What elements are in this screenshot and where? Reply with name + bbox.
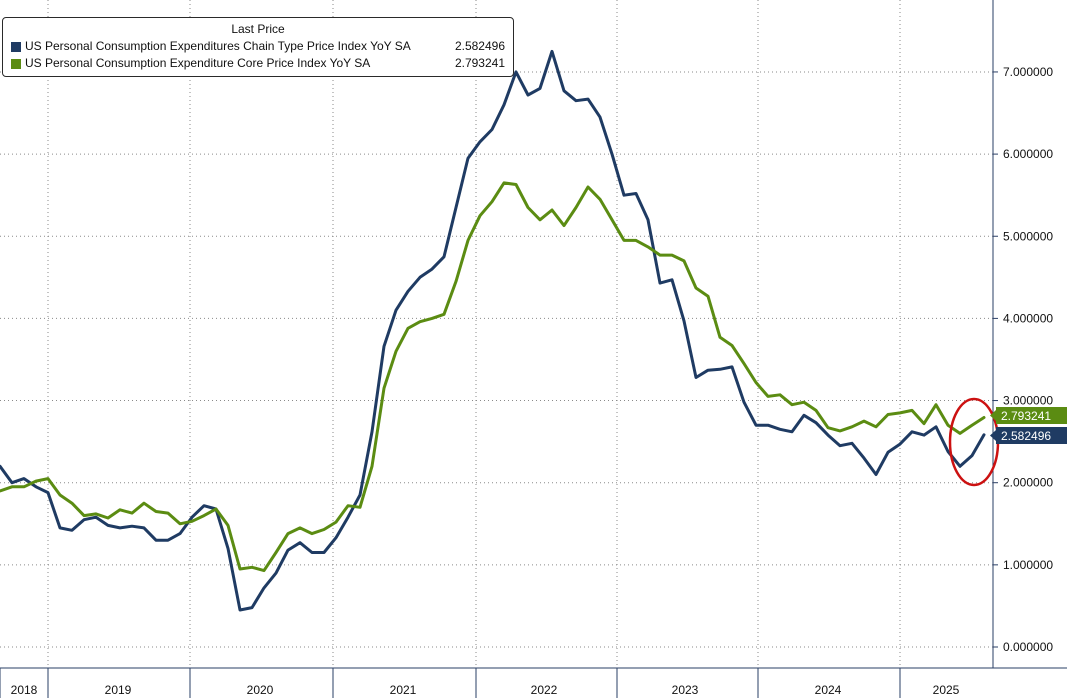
series-line-headline-pce (0, 49, 986, 612)
highlight-ellipse (948, 397, 1000, 487)
y-tick-label: 6.000000 (1003, 147, 1053, 161)
x-tick-label: 2022 (531, 683, 558, 697)
y-tick-label: 4.000000 (1003, 311, 1053, 325)
last-value-badge-core-pce-pointer (990, 410, 996, 421)
last-value-text-headline-pce: 2.582496 (1001, 429, 1051, 443)
last-value-badge-headline-pce (996, 427, 1067, 444)
last-value-badges: 2.793241 2.582496 (990, 407, 1067, 444)
y-tick-label: 5.000000 (1003, 229, 1053, 243)
x-tick-label: 2019 (105, 683, 132, 697)
legend-value-headline-pce: 2.582496 (454, 39, 505, 53)
last-value-badge-core-pce (996, 407, 1067, 424)
x-tick-label: 2021 (390, 683, 417, 697)
x-tick-label: 2023 (672, 683, 699, 697)
y-tick-label: 0.000000 (1003, 640, 1053, 654)
legend: Last Price US Personal Consumption Expen… (2, 17, 514, 77)
legend-item-core-pce: US Personal Consumption Expenditure Core… (11, 55, 505, 72)
legend-label-headline-pce: US Personal Consumption Expenditures Cha… (25, 39, 411, 53)
legend-label-core-pce: US Personal Consumption Expenditure Core… (25, 56, 371, 70)
legend-swatch-headline-pce (11, 41, 21, 52)
y-tick-label: 3.000000 (1003, 394, 1053, 408)
legend-value-core-pce: 2.793241 (454, 56, 505, 70)
x-tick-label: 2018 (11, 683, 38, 697)
x-tick-label: 2020 (247, 683, 274, 697)
legend-swatch-core-pce (11, 58, 21, 69)
x-tick-label: 2024 (815, 683, 842, 697)
last-value-text-core-pce: 2.793241 (1001, 409, 1051, 423)
legend-title: Last Price (231, 22, 285, 36)
x-tick-label: 2025 (933, 683, 960, 697)
y-tick-label: 2.000000 (1003, 476, 1053, 490)
last-value-badge-headline-pce-pointer (990, 430, 996, 441)
series-layer (0, 49, 986, 612)
y-tick-label: 1.000000 (1003, 558, 1053, 572)
y-tick-label: 7.000000 (1003, 65, 1053, 79)
annotation-layer (948, 397, 1000, 487)
series-line-core-pce (0, 181, 986, 573)
grid-layer (0, 0, 993, 668)
legend-item-headline-pce: US Personal Consumption Expenditures Cha… (11, 38, 505, 55)
